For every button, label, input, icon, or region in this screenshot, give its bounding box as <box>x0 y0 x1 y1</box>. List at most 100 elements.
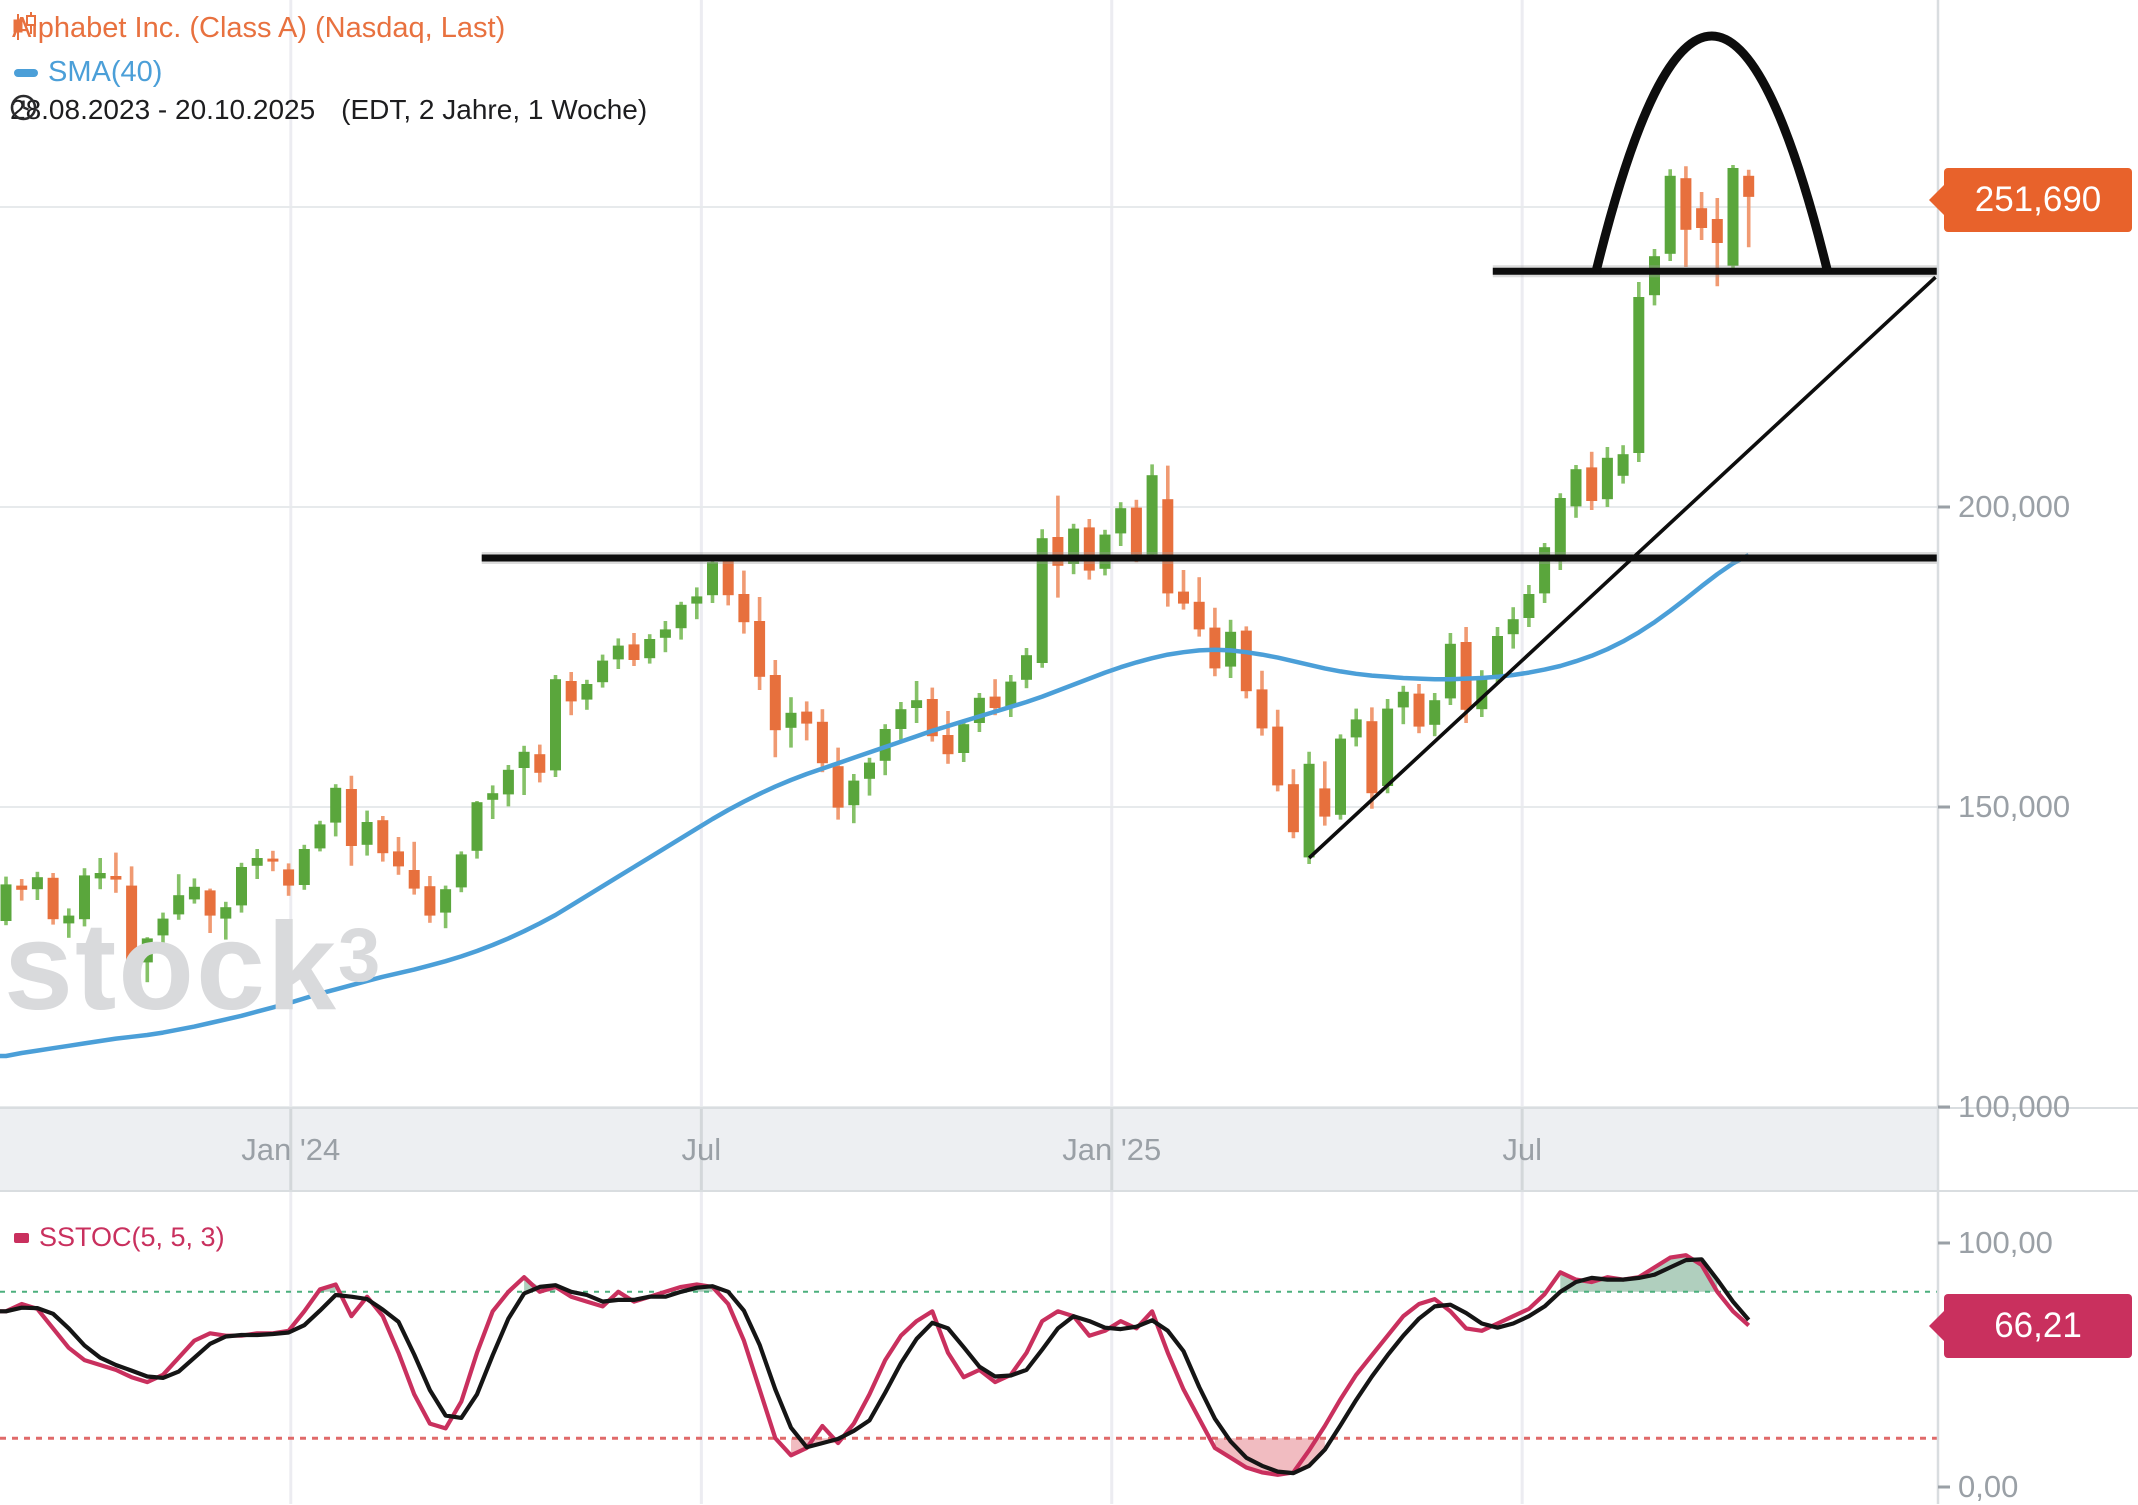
candle[interactable] <box>1601 457 1613 500</box>
candle[interactable] <box>1272 726 1284 786</box>
candle[interactable] <box>864 762 875 779</box>
stoch-tick-label[interactable]: 100,00 <box>1958 1225 2053 1260</box>
candle[interactable] <box>1429 700 1441 725</box>
candle[interactable] <box>1711 219 1723 243</box>
candle[interactable] <box>1005 681 1017 707</box>
candle[interactable] <box>1335 738 1346 815</box>
candle[interactable] <box>236 867 247 906</box>
arc-drawing[interactable] <box>1591 31 1832 275</box>
price-tick-label[interactable]: 200,000 <box>1958 489 2071 524</box>
candle[interactable] <box>1507 619 1519 635</box>
candle[interactable] <box>926 699 938 737</box>
price-tick-label[interactable]: 150,000 <box>1958 789 2071 824</box>
candle[interactable] <box>487 793 499 800</box>
candle[interactable] <box>283 869 295 886</box>
candle[interactable] <box>94 873 106 879</box>
candle[interactable] <box>518 751 530 768</box>
candle[interactable] <box>1680 178 1692 230</box>
candle[interactable] <box>612 645 624 660</box>
candle[interactable] <box>1130 507 1142 555</box>
candle[interactable] <box>722 561 734 596</box>
candle[interactable] <box>801 711 813 724</box>
candle[interactable] <box>785 712 797 728</box>
candle[interactable] <box>1146 475 1158 555</box>
candle[interactable] <box>1523 594 1535 618</box>
stoch-tick-label[interactable]: 0,00 <box>1958 1469 2019 1504</box>
candle[interactable] <box>251 858 263 866</box>
candle[interactable] <box>393 851 404 867</box>
candle[interactable] <box>1664 175 1676 254</box>
candle[interactable] <box>424 886 436 916</box>
candle[interactable] <box>471 802 483 851</box>
candle[interactable] <box>314 824 326 849</box>
candle[interactable] <box>1068 528 1080 564</box>
candle[interactable] <box>1649 256 1660 296</box>
symbol-legend[interactable]: Alphabet Inc. (Class A) (Nasdaq, Last) <box>12 12 505 45</box>
trendline[interactable] <box>1307 275 1937 860</box>
candle[interactable] <box>675 604 687 629</box>
candle[interactable] <box>1382 708 1394 786</box>
candle[interactable] <box>942 735 954 755</box>
candle[interactable] <box>126 885 138 967</box>
candle[interactable] <box>110 876 122 880</box>
candle[interactable] <box>1476 678 1488 710</box>
candle[interactable] <box>455 854 467 888</box>
candle[interactable] <box>47 877 59 920</box>
candle[interactable] <box>1554 498 1566 562</box>
candle[interactable] <box>989 696 1001 708</box>
candle[interactable] <box>1696 208 1708 228</box>
candle[interactable] <box>345 789 357 846</box>
candle[interactable] <box>1115 508 1127 534</box>
candle[interactable] <box>361 822 373 845</box>
candle[interactable] <box>659 629 671 638</box>
candle[interactable] <box>816 721 828 764</box>
candle[interactable] <box>1460 642 1472 710</box>
candle[interactable] <box>1586 467 1598 501</box>
candle[interactable] <box>141 938 153 963</box>
candle[interactable] <box>832 766 844 808</box>
candle[interactable] <box>502 769 514 795</box>
candle[interactable] <box>1178 591 1189 604</box>
candle[interactable] <box>1727 168 1739 266</box>
candle[interactable] <box>1193 601 1205 630</box>
candle[interactable] <box>581 684 593 700</box>
candle[interactable] <box>1052 537 1064 566</box>
candle[interactable] <box>63 915 75 924</box>
candle[interactable] <box>597 660 609 683</box>
time-tick-label[interactable]: Jul <box>682 1132 722 1167</box>
candle[interactable] <box>1570 469 1582 507</box>
candle[interactable] <box>707 562 718 596</box>
candle[interactable] <box>31 877 43 890</box>
candle[interactable] <box>550 679 561 771</box>
candle[interactable] <box>973 697 985 723</box>
sstoc-legend[interactable]: SSTOC(5, 5, 3) <box>14 1222 225 1253</box>
candle[interactable] <box>330 787 342 823</box>
candle[interactable] <box>79 875 90 920</box>
candle[interactable] <box>1319 788 1331 817</box>
candle[interactable] <box>1617 454 1629 476</box>
candle[interactable] <box>377 820 389 854</box>
candle[interactable] <box>848 780 860 806</box>
candle[interactable] <box>16 885 28 890</box>
candle[interactable] <box>895 709 907 729</box>
candle[interactable] <box>1397 691 1409 708</box>
candle[interactable] <box>440 889 452 913</box>
candle[interactable] <box>220 907 232 919</box>
candle[interactable] <box>1539 547 1551 594</box>
candle[interactable] <box>1036 538 1048 663</box>
candle[interactable] <box>298 849 310 885</box>
time-tick-label[interactable]: Jan '25 <box>1062 1132 1161 1167</box>
candle[interactable] <box>1444 643 1456 699</box>
candle[interactable] <box>1303 763 1315 858</box>
time-tick-label[interactable]: Jul <box>1502 1132 1542 1167</box>
candle[interactable] <box>408 870 420 889</box>
candle[interactable] <box>534 754 546 773</box>
candle[interactable] <box>173 895 185 915</box>
candle[interactable] <box>1492 636 1503 677</box>
candle[interactable] <box>188 886 200 900</box>
candle[interactable] <box>1366 721 1378 794</box>
candle[interactable] <box>691 596 703 604</box>
candle[interactable] <box>1099 534 1111 569</box>
candle[interactable] <box>157 918 169 936</box>
